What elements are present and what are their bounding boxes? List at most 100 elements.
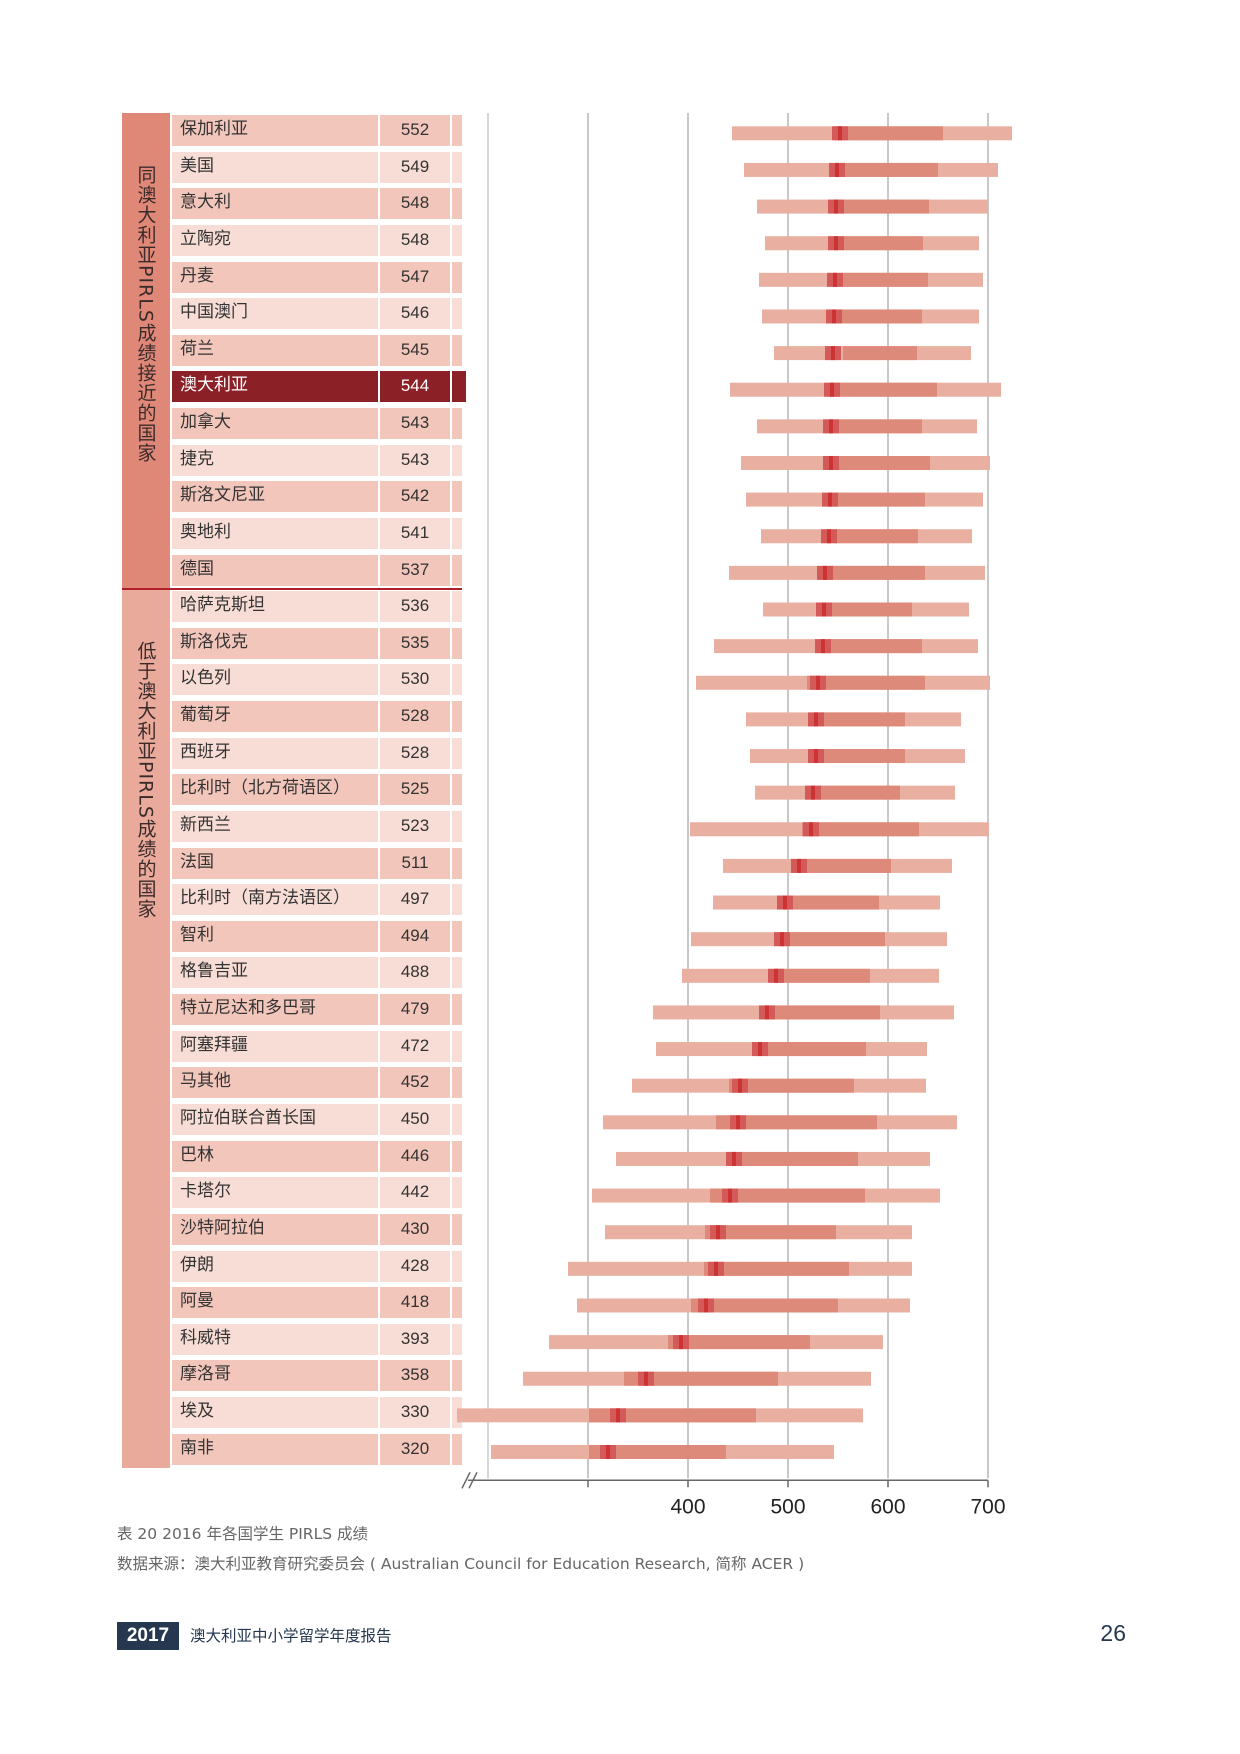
spacer-cell (452, 261, 462, 293)
bar-mean-marker (814, 712, 818, 727)
bar-mean-marker (829, 419, 833, 434)
bar-inner-range (828, 565, 925, 580)
score-value: 488 (400, 962, 430, 982)
bar-inner-range (835, 126, 943, 141)
table-row: 以色列 530 (172, 662, 462, 696)
country-cell (172, 1360, 378, 1392)
country-cell (172, 591, 378, 623)
country-cell (172, 1140, 378, 1172)
bar-mean-marker (834, 236, 838, 251)
bar-inner-range (691, 1298, 838, 1313)
score-cell (380, 957, 450, 989)
table-row: 德国 537 (172, 553, 462, 586)
bar-inner-range (729, 1078, 854, 1093)
bar-inner-range (589, 1408, 756, 1423)
score-cell (380, 1323, 450, 1355)
spacer-cell (452, 591, 462, 623)
score-cell (380, 664, 450, 696)
country-name: 中国澳门 (180, 302, 248, 323)
bar-inner-range (789, 895, 879, 910)
country-name: 马其他 (180, 1071, 231, 1092)
bar-inner-range (831, 602, 912, 617)
x-tick-label: 400 (670, 1495, 705, 1518)
table-row: 奥地利 541 (172, 516, 462, 549)
spacer-cell (452, 1323, 462, 1355)
group-band-2: 低于澳大利亚PIRLS成绩的国家 (122, 589, 170, 1469)
table-row: 科威特 393 (172, 1322, 462, 1355)
bar-mean-marker (679, 1335, 683, 1350)
country-cell (172, 554, 378, 586)
country-name: 比利时（南方法语区） (180, 888, 350, 909)
table-row: 格鲁吉亚 488 (172, 955, 462, 989)
bar-inner-range (828, 639, 922, 654)
spacer-cell (452, 957, 462, 989)
table-row: 巴林 446 (172, 1139, 462, 1172)
spacer-cell (452, 517, 462, 549)
country-cell (172, 1104, 378, 1135)
spacer-cell (452, 810, 462, 842)
bar-mean-marker (704, 1298, 708, 1313)
bar-mean-marker (738, 1078, 742, 1093)
score-cell (380, 151, 450, 183)
bar-inner-range (668, 1335, 810, 1350)
country-cell (172, 371, 378, 403)
score-cell (380, 847, 450, 879)
table-row: 哈萨克斯坦 536 (172, 589, 462, 623)
score-value: 543 (400, 413, 430, 433)
group-label: 同澳大利亚PIRLS成绩接近的国家 (134, 165, 157, 463)
spacer-cell (452, 1433, 462, 1465)
score-cell (380, 1140, 450, 1172)
country-name: 比利时（北方荷语区） (180, 778, 350, 799)
country-name: 南非 (180, 1437, 214, 1458)
score-value: 541 (400, 522, 430, 542)
country-cell (172, 884, 378, 916)
spacer-cell (452, 298, 462, 330)
group-band-1: 同澳大利亚PIRLS成绩接近的国家 (122, 113, 170, 590)
score-cell (380, 1213, 450, 1245)
table-row: 法国 511 (172, 846, 462, 879)
bar-inner-range (726, 1151, 858, 1166)
bar-mean-marker (728, 1188, 732, 1203)
x-tick-label: 500 (770, 1495, 805, 1518)
footer-year-badge: 2017 (117, 1622, 179, 1650)
bar-inner-range (776, 968, 870, 983)
table-row: 斯洛伐克 535 (172, 626, 462, 659)
score-cell (380, 444, 450, 476)
score-cell (380, 591, 450, 623)
range-chart: 400 500 600 700 (457, 113, 1012, 1518)
spacer-cell (452, 1250, 462, 1282)
country-cell (172, 1177, 378, 1209)
score-cell (380, 371, 450, 403)
table-row: 比利时（南方法语区） 497 (172, 882, 462, 916)
country-name: 卡塔尔 (180, 1181, 231, 1202)
score-cell (380, 261, 450, 293)
spacer-cell (452, 1030, 462, 1062)
country-name: 阿曼 (180, 1291, 214, 1312)
bar-inner-range (843, 346, 917, 361)
score-value: 511 (401, 852, 429, 872)
bar-inner-range (765, 1005, 880, 1020)
country-name: 伊朗 (180, 1254, 214, 1275)
score-cell (380, 334, 450, 366)
data-source-note: 数据来源：澳大利亚教育研究委员会 ( Australian Council fo… (117, 1555, 805, 1573)
country-name: 加拿大 (180, 412, 231, 433)
country-name: 保加利亚 (180, 119, 248, 139)
spacer-cell (452, 994, 462, 1026)
bar-mean-marker (736, 1115, 740, 1130)
country-cell (172, 1287, 378, 1319)
table-row: 丹麦 547 (172, 260, 462, 293)
country-name: 巴林 (180, 1144, 214, 1165)
bar-mean-marker (616, 1408, 620, 1423)
bar-mean-marker (809, 822, 813, 837)
bar-inner-range (802, 858, 891, 873)
country-cell (172, 1250, 378, 1282)
score-cell (380, 1360, 450, 1392)
bar-mean-marker (827, 529, 831, 544)
country-cell (172, 444, 378, 476)
spacer-cell (452, 554, 462, 586)
country-cell (172, 115, 378, 146)
score-value: 536 (400, 596, 430, 616)
country-cell (172, 517, 378, 549)
table-row: 斯洛文尼亚 542 (172, 479, 462, 513)
